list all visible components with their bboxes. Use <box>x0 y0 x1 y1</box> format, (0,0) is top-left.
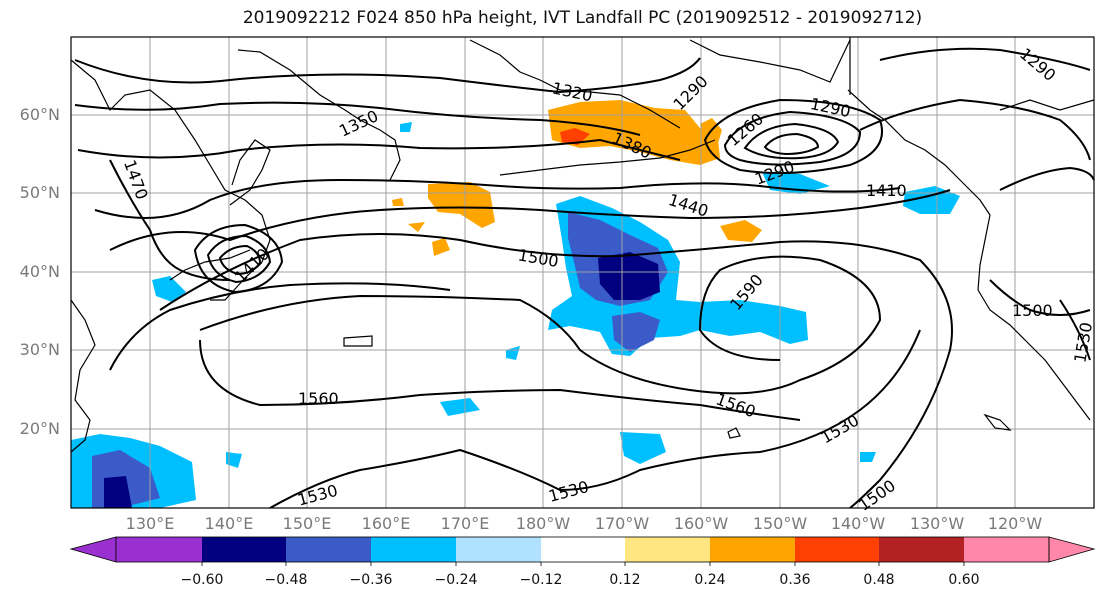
negative-anomaly-tropics2 <box>620 432 666 464</box>
negative-anomaly-sw-core <box>104 476 132 508</box>
negative-anomaly-tropics1 <box>440 398 480 416</box>
graticule <box>71 37 1094 508</box>
japan-low-ring-1 <box>193 223 284 294</box>
contour-1380 <box>77 138 681 161</box>
contour-label: 1500 <box>1012 301 1053 320</box>
colorbar-bin <box>795 537 879 562</box>
negative-anomaly-small-a <box>226 452 242 468</box>
lon-label: 140°W <box>830 514 886 533</box>
lon-label: 150°W <box>752 514 808 533</box>
east-low-2 <box>859 98 1091 161</box>
lon-label: 130°E <box>125 514 175 533</box>
low-ring-4 <box>763 132 820 156</box>
colorbar-extend-high <box>1048 536 1096 563</box>
contour-label: 1410 <box>866 181 907 200</box>
colorbar-tick-label: 0.24 <box>694 572 726 588</box>
colorbar-tick-label: 0.48 <box>863 572 895 588</box>
lat-label: 60°N <box>19 105 60 124</box>
colorbar-extend-low <box>69 536 117 563</box>
east-low-3 <box>999 166 1095 191</box>
colorbar-tick-label: −0.60 <box>180 572 224 588</box>
lon-label: 180°W <box>515 514 571 533</box>
lat-label: 50°N <box>19 183 60 202</box>
east-low-1 <box>879 47 1091 71</box>
colorbar-tick-label: 0.12 <box>609 572 641 588</box>
colorbar-tick-label: −0.48 <box>264 572 308 588</box>
lon-label: 130°W <box>909 514 965 533</box>
contour-1470 <box>109 159 231 281</box>
lat-label: 20°N <box>19 419 60 438</box>
low-ring-3 <box>743 122 840 160</box>
map-panel: 1320 1290 1350 1260 1290 1380 1290 1470 … <box>70 36 1096 515</box>
negative-anomaly-south-mid <box>612 312 660 352</box>
contour-1560-south <box>199 339 801 421</box>
lon-label: 160°E <box>361 514 411 533</box>
height-contours <box>74 47 1095 509</box>
lon-label: 170°E <box>440 514 490 533</box>
colorbar-bin <box>456 537 541 562</box>
contour-1500 <box>159 233 953 509</box>
contour-1410-west <box>94 178 901 219</box>
low-ring-1 <box>703 98 883 175</box>
colorbar-tick-label: −0.36 <box>349 572 393 588</box>
positive-anomaly-core <box>560 128 590 145</box>
contour-1350 <box>74 101 641 136</box>
lon-label: 160°W <box>673 514 729 533</box>
contour-1440 <box>109 189 951 251</box>
lon-label: 120°W <box>987 514 1043 533</box>
colorbar-bin <box>371 537 456 562</box>
colorbar-tick-label: 0.36 <box>779 572 811 588</box>
positive-anomaly-small1 <box>408 222 425 232</box>
positive-anomaly-small3 <box>392 198 404 206</box>
lon-label: 170°W <box>594 514 650 533</box>
colorbar-bin <box>964 537 1049 562</box>
lon-label: 150°E <box>282 514 332 533</box>
lat-label: 30°N <box>19 340 60 359</box>
negative-anomaly-small-b <box>860 452 876 462</box>
contour-1500-east <box>989 279 1091 316</box>
colorbar-bin <box>710 537 795 562</box>
positive-anomaly-small2 <box>432 238 450 256</box>
map-title: 2019092212 F024 850 hPa height, IVT Land… <box>242 8 923 28</box>
colorbar-tick-label: −0.24 <box>434 572 478 588</box>
negative-anomaly-small-d <box>400 122 412 132</box>
lat-label: 40°N <box>19 262 60 281</box>
colorbar-bin <box>625 537 710 562</box>
colorbar-bin <box>286 537 371 562</box>
japan-low-ring-3 <box>218 244 262 276</box>
colorbar-bin <box>116 537 202 562</box>
colorbar <box>69 536 1096 566</box>
colorbar-tick-label: 0.60 <box>948 572 980 588</box>
lon-label: 140°E <box>204 514 254 533</box>
contour-label: 1560 <box>298 389 339 408</box>
colorbar-bin <box>879 537 964 562</box>
contour-1530-east <box>1059 299 1091 361</box>
colorbar-tick-label: −0.12 <box>519 572 563 588</box>
colorbar-bin <box>541 537 625 562</box>
positive-anomaly-east <box>720 220 762 242</box>
contour-1320 <box>74 57 701 94</box>
negative-anomaly-japan <box>152 276 186 302</box>
negative-anomaly-central-core <box>598 252 660 300</box>
japan-low-ring-2 <box>206 234 272 284</box>
colorbar-bin <box>202 537 286 562</box>
contour-1530-south <box>269 329 921 509</box>
contour-1560 <box>199 255 882 395</box>
low-ring-2 <box>723 110 862 166</box>
